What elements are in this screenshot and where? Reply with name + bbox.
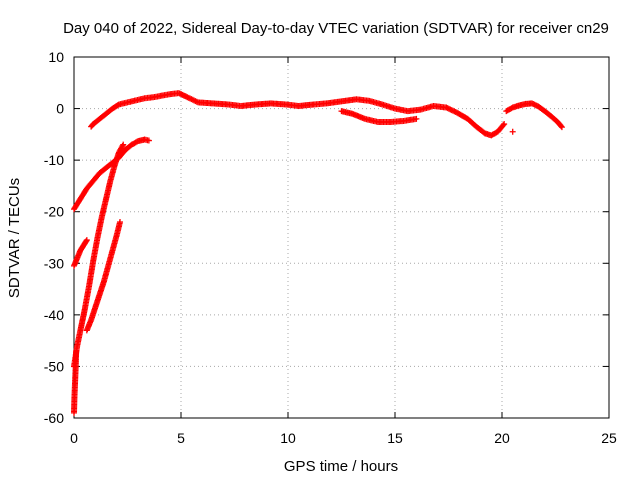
main-trace-point [500, 122, 507, 129]
chart-title: Day 040 of 2022, Sidereal Day-to-day VTE… [63, 20, 609, 37]
y-tick-label: -10 [44, 152, 64, 168]
grid-lines [74, 57, 609, 418]
secondary-trace-point [413, 115, 420, 122]
data-marks [71, 90, 565, 416]
x-tick-label: 10 [280, 430, 296, 446]
recovery-arc-point [145, 137, 152, 144]
late-trace-point [558, 124, 565, 131]
y-tick-label: -20 [44, 204, 64, 220]
y-tick-label: -40 [44, 307, 64, 323]
x-tick-label: 25 [601, 430, 617, 446]
x-tick-label: 5 [177, 430, 185, 446]
x-axis-label: GPS time / hours [284, 458, 398, 475]
plot-frame [73, 56, 610, 419]
y-tick-label: -60 [44, 410, 64, 426]
dropout-tail-point [73, 347, 80, 354]
steep-rise-point [119, 142, 126, 149]
x-tick-label: 15 [387, 430, 403, 446]
y-tick-label: -50 [44, 358, 64, 374]
axis-ticks: 0 5 10 15 20 25 10 0 -10 -20 -30 -40 -50 -60 [44, 49, 617, 446]
late-trace-point [558, 123, 565, 130]
y-tick-label: 0 [56, 101, 64, 117]
low-segment-point [117, 219, 124, 226]
short-segment-point [83, 237, 90, 244]
x-tick-label: 20 [494, 430, 510, 446]
isolated-point-point [509, 128, 516, 135]
y-axis-label: SDTVAR / TECUs [6, 178, 23, 298]
y-tick-label: -30 [44, 255, 64, 271]
y-tick-label: 10 [48, 49, 64, 65]
main-trace-point [501, 121, 508, 128]
x-tick-label: 0 [70, 430, 78, 446]
steep-rise-point [120, 141, 127, 148]
